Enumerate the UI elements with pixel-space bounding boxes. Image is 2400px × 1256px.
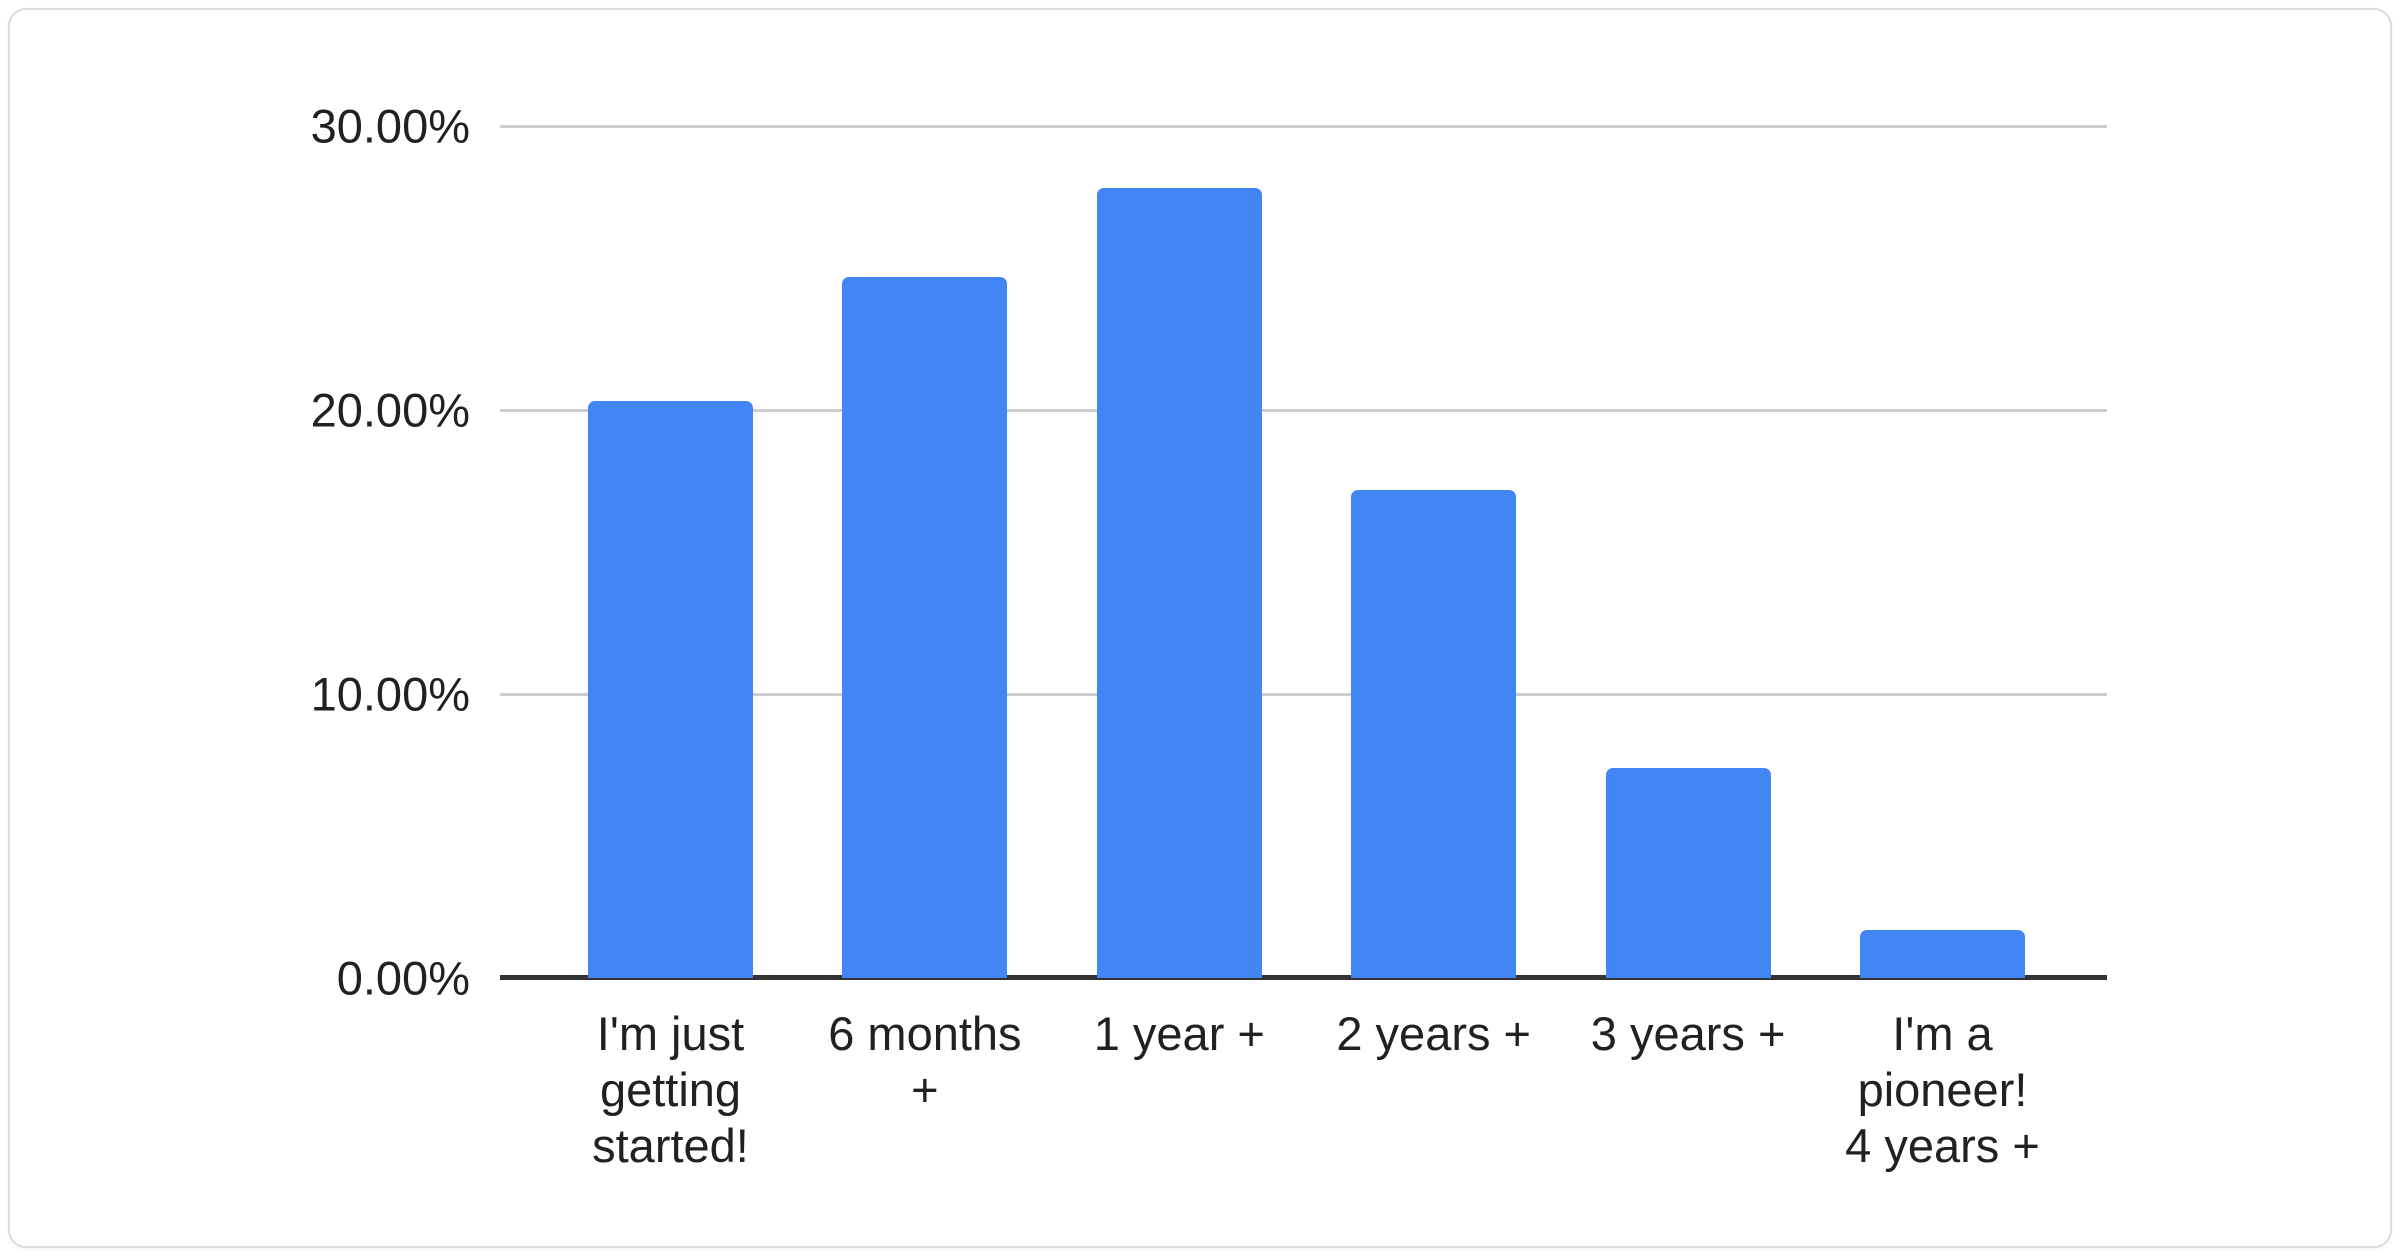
x-axis-category-label-line: pioneer! [1857, 1063, 2028, 1116]
x-axis-category-label-line: 3 years + [1590, 1007, 1786, 1060]
x-axis-category-label-line: getting [599, 1063, 742, 1116]
x-axis-category-label-line: 1 year + [1093, 1007, 1265, 1060]
x-axis-category-label: 6 months + [795, 1006, 1055, 1118]
x-axis-category-label: 3 years + [1558, 1006, 1818, 1062]
bar [1096, 188, 1262, 978]
x-axis-category-label-line: started! [592, 1119, 749, 1172]
x-axis-category-label-line: + [911, 1063, 939, 1116]
x-axis-category-label: I'm just getting started! [541, 1006, 801, 1174]
x-axis-labels: I'm just getting started! 6 months +1 year +… [500, 1006, 2107, 1206]
x-axis-category-label: 1 year + [1049, 1006, 1309, 1062]
x-axis-category-label-line: I'm a [1892, 1007, 1993, 1060]
gridline [500, 692, 2107, 696]
gridline [500, 124, 2107, 128]
x-axis-category-label-line: 6 months [828, 1007, 1022, 1060]
x-axis-category-label-line: 4 years + [1845, 1119, 2040, 1172]
y-axis-tick-label: 20.00% [310, 383, 470, 437]
bar [1605, 767, 1771, 978]
bar [842, 276, 1008, 978]
bar [588, 401, 753, 978]
x-axis-category-label: I'm a pioneer! 4 years + [1813, 1006, 2073, 1174]
y-axis-labels: 0.00% 10.00% 20.00% 30.00% [10, 100, 470, 1005]
y-axis-tick-label: 30.00% [310, 99, 470, 153]
plot-area [500, 124, 2107, 980]
y-axis-tick-label: 10.00% [310, 667, 470, 721]
x-axis-line [500, 975, 2107, 980]
x-axis-category-label-line: I'm just [596, 1007, 745, 1060]
x-axis-category-label: 2 years + [1304, 1006, 1564, 1062]
bar [1351, 489, 1517, 978]
bar [1860, 929, 2025, 978]
y-axis-tick-label: 0.00% [336, 951, 470, 1005]
gridline [500, 408, 2107, 412]
x-axis-category-label-line: 2 years + [1336, 1007, 1531, 1060]
chart-card: 0.00% 10.00% 20.00% 30.00% I'm just getting s… [8, 8, 2392, 1248]
